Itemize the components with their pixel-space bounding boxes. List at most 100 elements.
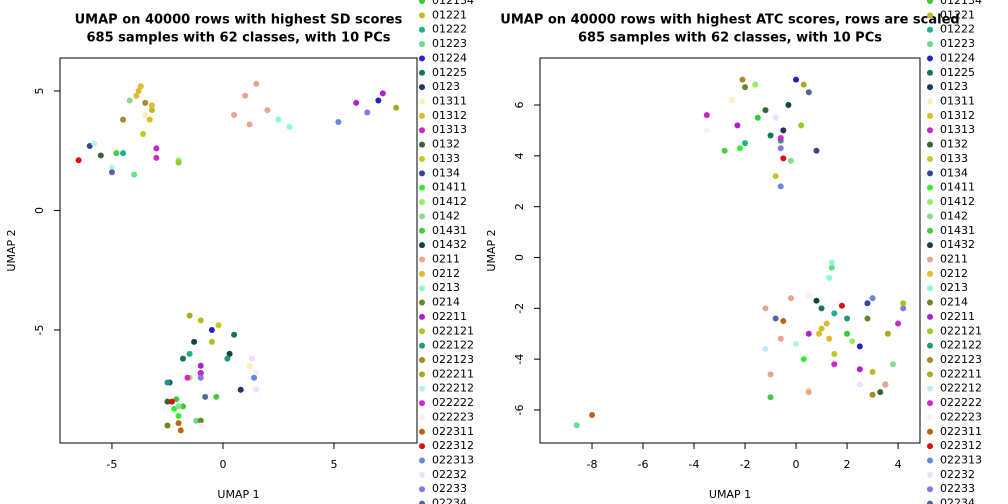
legend-label: 02232 (432, 468, 467, 481)
point (798, 122, 805, 129)
point (805, 89, 812, 96)
point (164, 398, 171, 405)
point (729, 96, 736, 103)
legend-marker (927, 213, 933, 220)
point (849, 338, 856, 345)
legend-marker (927, 342, 933, 349)
y-axis-label: UMAP 2 (5, 229, 18, 271)
legend-marker (419, 371, 425, 378)
legend-label: 02232 (940, 468, 975, 481)
legend-marker (419, 486, 425, 493)
point (179, 355, 186, 362)
legend-marker (419, 299, 425, 306)
point (882, 381, 889, 388)
point (900, 305, 907, 312)
legend-label: 0133 (432, 152, 460, 165)
point (164, 422, 171, 429)
point (113, 150, 120, 157)
point (813, 297, 820, 304)
point (777, 335, 784, 342)
point (142, 99, 149, 106)
legend-label: 01412 (940, 195, 975, 208)
point (889, 361, 896, 368)
legend-marker (927, 486, 933, 493)
legend-marker (419, 112, 425, 119)
legend-label: 01311 (432, 95, 467, 108)
legend-label: 022312 (940, 439, 982, 452)
legend-label: 02234 (940, 497, 975, 504)
legend-marker (419, 342, 425, 349)
legend-marker (927, 227, 933, 234)
point (213, 393, 220, 400)
point (148, 107, 155, 114)
point (777, 135, 784, 142)
point (869, 391, 876, 398)
point (800, 356, 807, 363)
point (142, 111, 149, 118)
legend-label: 0142 (940, 209, 968, 222)
point (208, 338, 215, 345)
legend-marker (419, 213, 425, 220)
point (742, 84, 749, 91)
point (589, 412, 596, 419)
y-tick-label: -6 (513, 404, 526, 415)
point (137, 83, 144, 90)
x-tick-label: -8 (587, 458, 598, 471)
legend-marker (419, 285, 425, 292)
point (818, 305, 825, 312)
legend-label: 022222 (432, 396, 474, 409)
legend-label: 022121 (432, 324, 474, 337)
point (135, 87, 142, 94)
legend-marker (927, 84, 933, 91)
legend-marker (419, 155, 425, 162)
point (793, 76, 800, 83)
legend-marker (927, 400, 933, 407)
point (869, 368, 876, 375)
point (805, 330, 812, 337)
point (253, 386, 260, 393)
legend-marker (927, 299, 933, 306)
legend-marker (419, 328, 425, 335)
legend-label: 01432 (432, 238, 467, 251)
legend-marker (419, 256, 425, 263)
point (197, 317, 204, 324)
point (772, 173, 779, 180)
legend-marker (419, 41, 425, 48)
legend-marker (927, 428, 933, 435)
point (856, 366, 863, 373)
legend-label: 022211 (940, 367, 982, 380)
point (823, 320, 830, 327)
point (780, 318, 787, 325)
legend-marker (927, 170, 933, 177)
legend-label: 0142 (432, 209, 460, 222)
legend-label: 022223 (940, 410, 982, 423)
point (126, 97, 133, 104)
point (805, 389, 812, 396)
point (91, 140, 98, 147)
point (275, 116, 282, 123)
point (175, 420, 182, 427)
legend-marker (419, 471, 425, 478)
legend-marker (419, 12, 425, 19)
chart-subtitle: 685 samples with 62 classes, with 10 PCs (578, 31, 882, 46)
legend-label: 022123 (432, 353, 474, 366)
point (197, 417, 204, 424)
legend-label: 0212 (940, 267, 968, 280)
point (777, 145, 784, 152)
point (780, 127, 787, 134)
point (800, 81, 807, 88)
point (767, 132, 774, 139)
point (884, 330, 891, 337)
point (120, 116, 127, 123)
point (140, 130, 147, 137)
point (780, 155, 787, 162)
legend-label: 01431 (940, 224, 975, 237)
legend-label: 01223 (432, 37, 467, 50)
legend-marker (419, 26, 425, 33)
point (197, 374, 204, 381)
legend-label: 01223 (940, 37, 975, 50)
legend-marker (927, 112, 933, 119)
legend-marker (927, 371, 933, 378)
point (739, 76, 746, 83)
legend-marker (419, 199, 425, 206)
